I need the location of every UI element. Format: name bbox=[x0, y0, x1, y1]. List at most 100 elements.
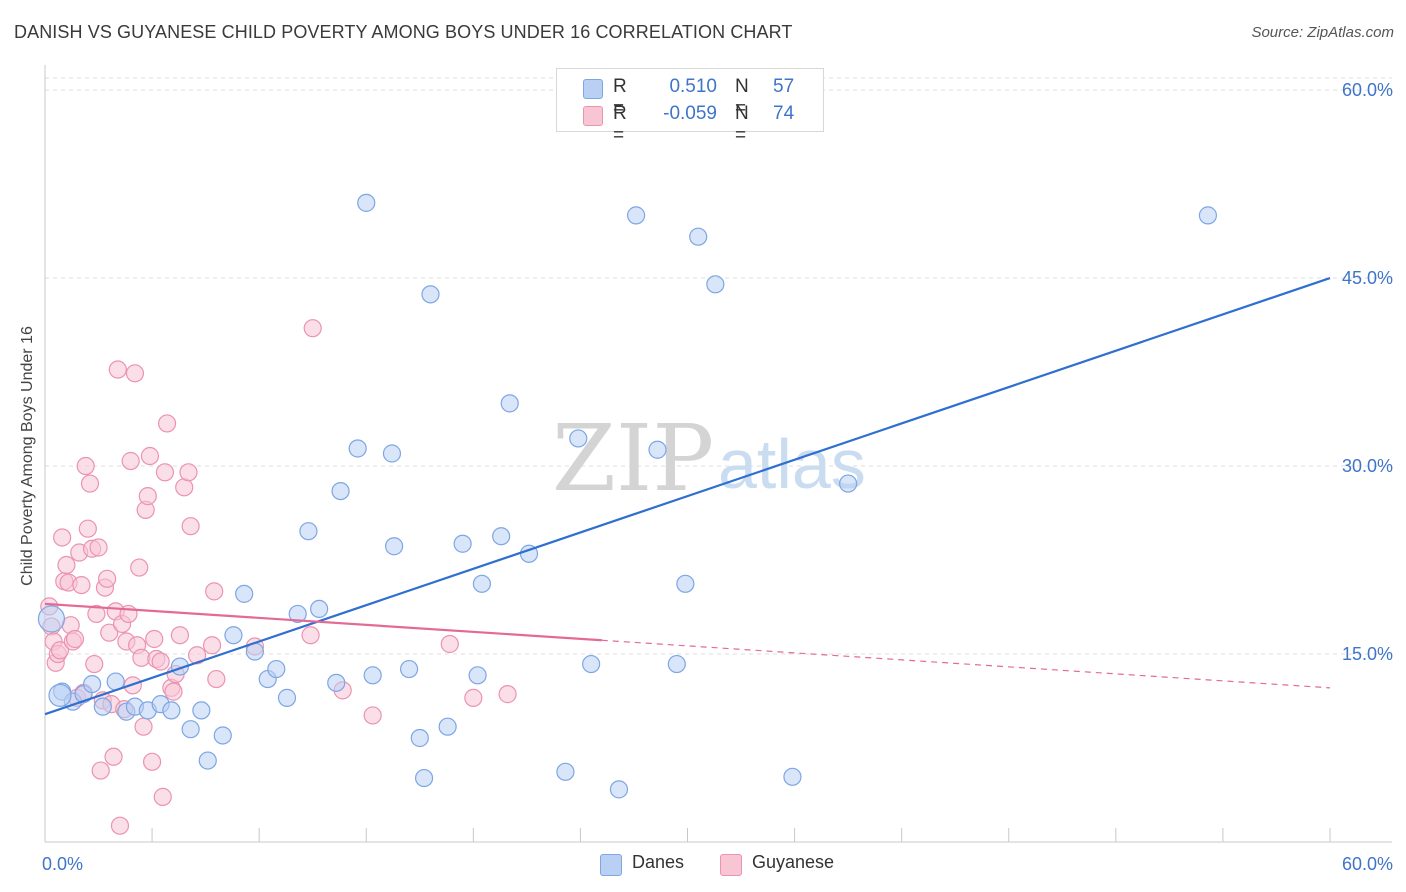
guyanese-point bbox=[89, 538, 108, 557]
y-tick-label: 15.0% bbox=[1342, 644, 1393, 664]
danes-point bbox=[472, 574, 491, 593]
guyanese-point bbox=[175, 478, 194, 497]
guyanese-point bbox=[181, 517, 200, 536]
r-value: 0.510 bbox=[669, 76, 717, 97]
n-value: 57 bbox=[773, 76, 795, 97]
guyanese-point bbox=[125, 364, 145, 383]
danes-point bbox=[468, 666, 487, 685]
danes-point bbox=[839, 474, 858, 493]
danes-point bbox=[277, 688, 297, 707]
chart-title: DANISH VS GUYANESE CHILD POVERTY AMONG B… bbox=[14, 22, 793, 42]
danes-point bbox=[331, 481, 350, 501]
danes-point bbox=[399, 659, 419, 679]
y-tick-label: 60.0% bbox=[1342, 80, 1393, 100]
danes-point bbox=[453, 534, 472, 553]
guyanese-point bbox=[91, 761, 110, 780]
guyanese-point bbox=[164, 682, 183, 701]
r-label: R = bbox=[613, 76, 627, 119]
guyanese-point bbox=[110, 816, 130, 835]
watermark: ZIP atlas bbox=[552, 405, 866, 512]
danes-point bbox=[348, 439, 367, 458]
danes-point bbox=[363, 666, 382, 685]
danes-point bbox=[410, 728, 429, 748]
danes-point bbox=[48, 683, 72, 707]
danes-point bbox=[299, 522, 318, 541]
danes-point bbox=[213, 726, 232, 745]
gridlines bbox=[45, 77, 1392, 655]
guyanese-trend-line-extension bbox=[601, 639, 1331, 689]
danes-point bbox=[414, 768, 434, 788]
danes-point bbox=[288, 604, 307, 624]
guyanese-point bbox=[100, 623, 119, 642]
danes-point bbox=[556, 762, 575, 781]
guyanese-swatch bbox=[583, 106, 603, 126]
danes-point bbox=[192, 701, 211, 720]
guyanese-trend-line bbox=[44, 602, 602, 642]
trend-lines bbox=[44, 277, 1331, 716]
stats-legend: R = 0.510 N = 57 R = -0.059 N = 74 bbox=[556, 68, 824, 146]
guyanese-point bbox=[80, 474, 100, 493]
guyanese-point bbox=[151, 652, 170, 671]
danes-point bbox=[783, 767, 802, 786]
guyanese-point bbox=[301, 626, 320, 645]
danes-point bbox=[267, 659, 286, 679]
y-tick-label: 30.0% bbox=[1342, 456, 1393, 476]
danes-point bbox=[648, 440, 667, 459]
guyanese-point bbox=[53, 528, 72, 547]
r-value: -0.059 bbox=[663, 103, 717, 124]
axes bbox=[44, 65, 1392, 843]
guyanese-point bbox=[155, 463, 175, 482]
danes-point bbox=[421, 285, 440, 304]
danes-swatch bbox=[600, 854, 622, 876]
guyanese-point bbox=[157, 414, 177, 433]
danes-point bbox=[224, 626, 243, 645]
danes-point bbox=[676, 574, 695, 593]
danes-label: Danes bbox=[632, 852, 685, 872]
guyanese-points bbox=[40, 319, 517, 835]
watermark-atlas: atlas bbox=[718, 425, 866, 503]
r-label: R = bbox=[613, 103, 627, 146]
watermark-zip: ZIP bbox=[552, 405, 714, 512]
danes-point bbox=[357, 193, 376, 212]
danes-point bbox=[93, 697, 112, 716]
guyanese-point bbox=[153, 787, 172, 806]
danes-point bbox=[500, 394, 519, 413]
guyanese-point bbox=[78, 519, 97, 538]
guyanese-point bbox=[104, 747, 123, 766]
danes-point bbox=[667, 654, 686, 674]
guyanese-point bbox=[170, 626, 190, 645]
guyanese-point bbox=[440, 634, 459, 654]
danes-point bbox=[492, 527, 511, 546]
guyanese-point bbox=[498, 685, 517, 704]
danes-point bbox=[582, 654, 601, 674]
n-label: N = bbox=[735, 103, 749, 146]
danes-point bbox=[438, 717, 457, 736]
x-tick-label: 0.0% bbox=[42, 854, 83, 874]
guyanese-point bbox=[142, 752, 162, 771]
danes-point bbox=[609, 780, 629, 799]
danes-point bbox=[198, 751, 217, 770]
guyanese-point bbox=[303, 319, 322, 338]
danes-point bbox=[706, 275, 725, 294]
guyanese-point bbox=[134, 717, 153, 736]
source-label: Source: ZipAtlas.com bbox=[1251, 24, 1394, 41]
x-tick-label: 60.0% bbox=[1342, 854, 1393, 874]
guyanese-point bbox=[202, 636, 222, 655]
guyanese-swatch bbox=[720, 854, 742, 876]
danes-point bbox=[569, 429, 588, 448]
y-tick-labels: 15.0% 30.0% 45.0% 60.0% bbox=[1342, 80, 1393, 664]
danes-points bbox=[37, 193, 1218, 799]
danes-point bbox=[83, 674, 102, 694]
danes-point bbox=[37, 605, 66, 633]
guyanese-point bbox=[187, 646, 207, 665]
danes-point bbox=[384, 537, 404, 556]
danes-point bbox=[689, 227, 708, 246]
guyanese-point bbox=[145, 629, 164, 649]
danes-point bbox=[162, 701, 181, 720]
guyanese-point bbox=[85, 654, 104, 674]
guyanese-point bbox=[140, 446, 160, 466]
guyanese-point bbox=[138, 487, 157, 506]
danes-point bbox=[327, 673, 346, 692]
danes-point bbox=[181, 720, 200, 739]
